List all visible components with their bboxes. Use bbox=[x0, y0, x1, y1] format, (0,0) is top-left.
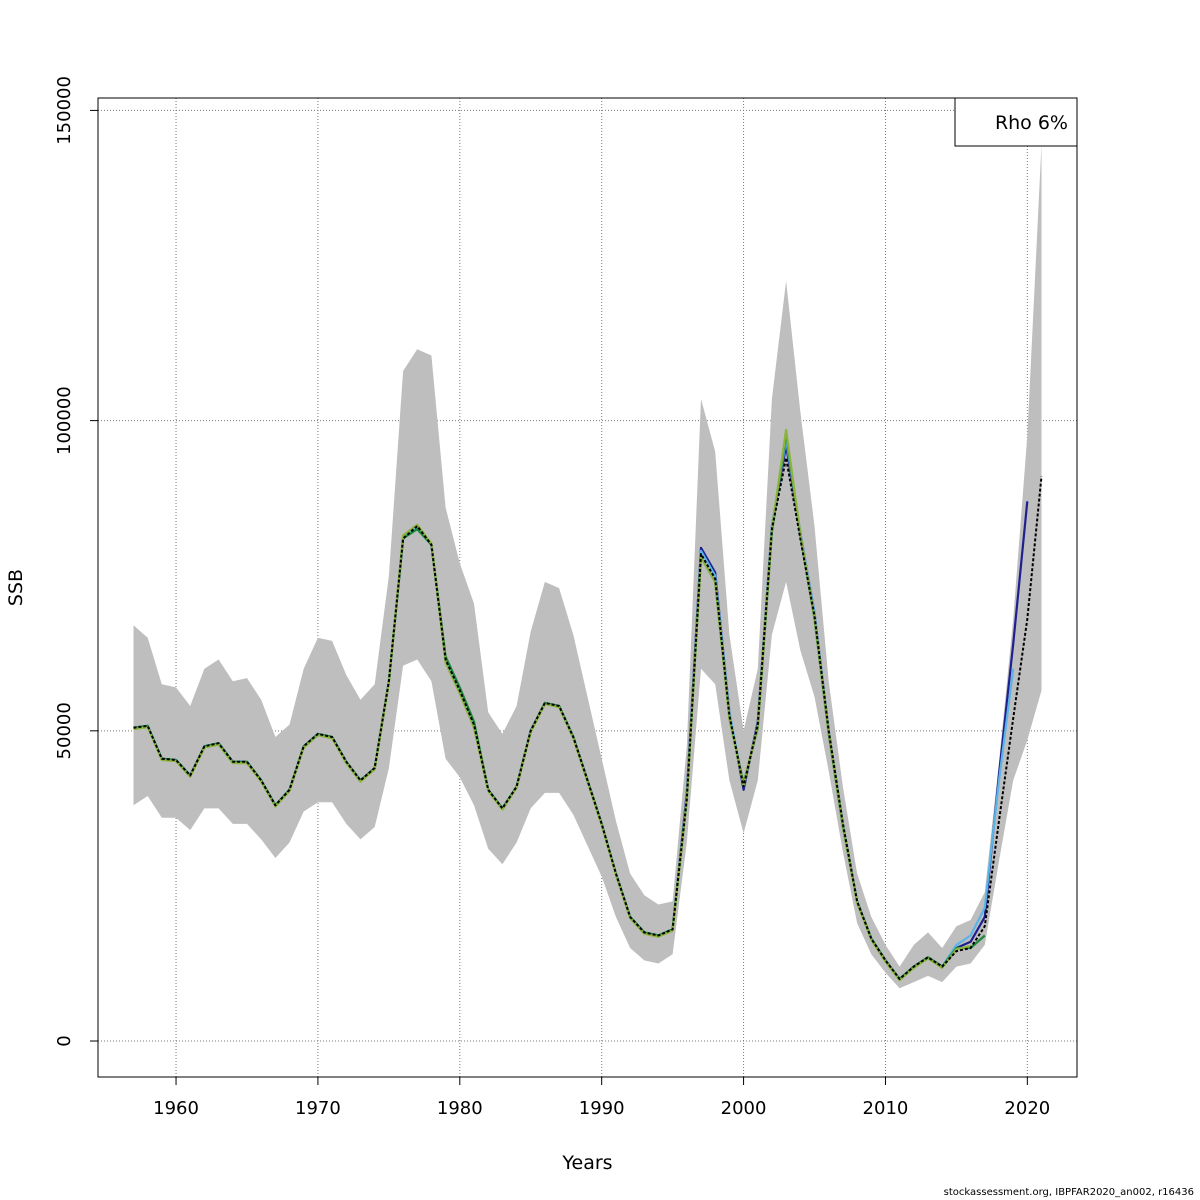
confidence-band-layer bbox=[133, 144, 1042, 989]
y-tick-label-100000: 100000 bbox=[54, 386, 75, 455]
x-tick-label-1980: 1980 bbox=[437, 1098, 483, 1119]
series-layer bbox=[133, 428, 1043, 982]
x-axis-title: Years bbox=[561, 1152, 612, 1174]
plot-frame bbox=[97, 97, 1078, 1078]
confidence-band bbox=[133, 144, 1042, 989]
y-tick-label-50000: 50000 bbox=[54, 702, 75, 759]
legend-text: Rho 6% bbox=[995, 112, 1068, 134]
y-tick-label-0: 0 bbox=[54, 1035, 75, 1046]
axes: 1960 1970 1980 1990 2000 2010 2020 0 50000 100000… bbox=[54, 76, 1050, 1119]
series-line-0 bbox=[133, 456, 1043, 980]
legend: Rho 6% bbox=[954, 97, 1078, 147]
footer-credit: stockassessment.org, IBPFAR2020_an002, r… bbox=[943, 1187, 1194, 1198]
legend-box bbox=[954, 97, 1078, 147]
x-tick-label-2000: 2000 bbox=[721, 1098, 767, 1119]
x-tick-label-1960: 1960 bbox=[153, 1098, 199, 1119]
y-tick-label-150000: 150000 bbox=[54, 76, 75, 145]
x-tick-label-1990: 1990 bbox=[579, 1098, 625, 1119]
x-tick-label-1970: 1970 bbox=[295, 1098, 341, 1119]
x-tick-label-2010: 2010 bbox=[863, 1098, 909, 1119]
x-tick-label-2020: 2020 bbox=[1004, 1098, 1050, 1119]
grid-lines bbox=[98, 98, 1077, 1077]
y-axis-title: SSB bbox=[5, 569, 27, 606]
